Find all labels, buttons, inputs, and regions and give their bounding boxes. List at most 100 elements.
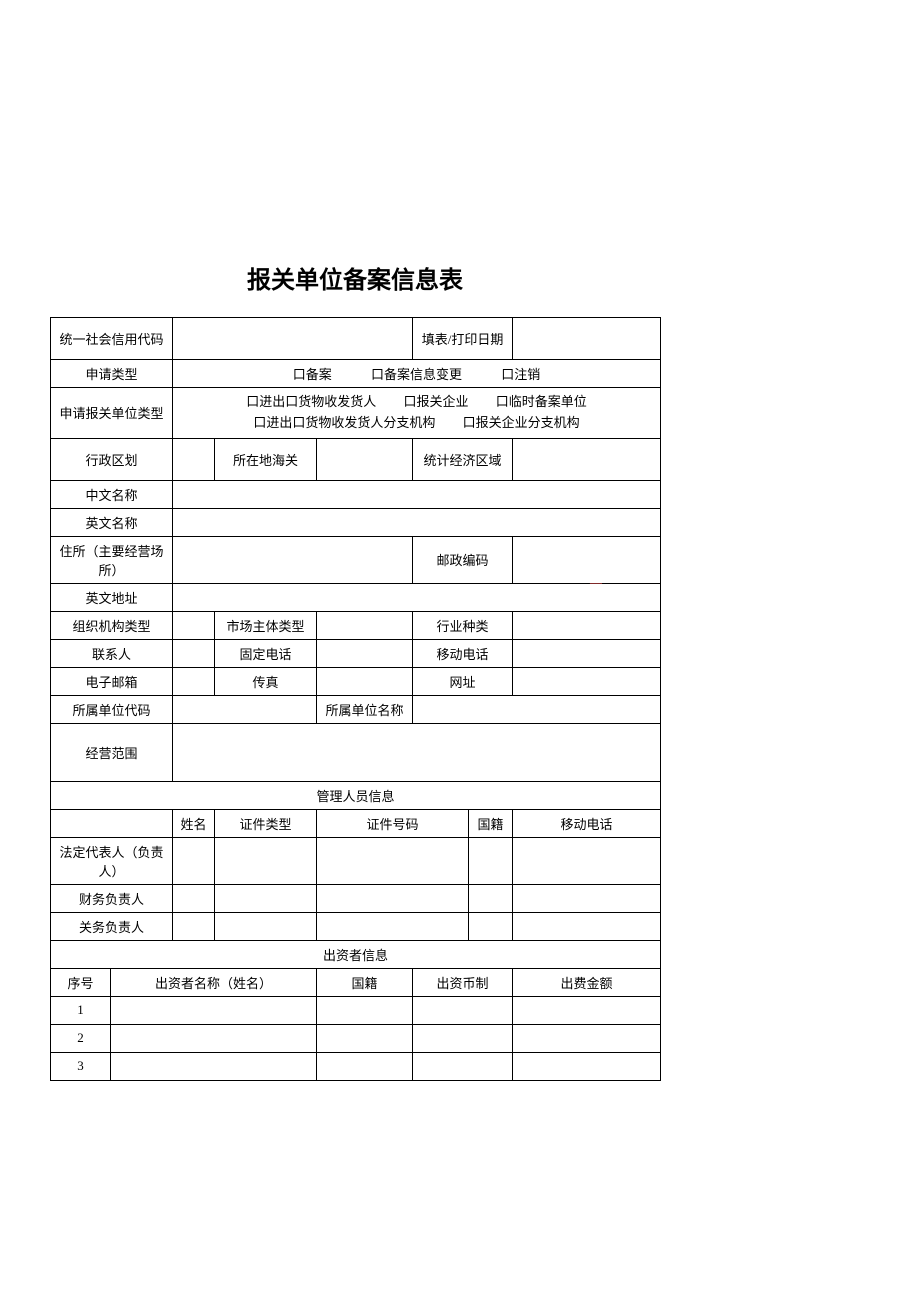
field-customs-name[interactable]: [173, 912, 215, 940]
field-website[interactable]: [513, 667, 661, 695]
field-legal-mobile[interactable]: [513, 837, 661, 884]
inv-col-name: 出资者名称（姓名）: [111, 968, 317, 996]
label-address: 住所（主要经营场所）: [51, 536, 173, 583]
inv-col-amount: 出费金额: [513, 968, 661, 996]
field-customs-nation[interactable]: [469, 912, 513, 940]
checkbox-opt-cancel[interactable]: 口注销: [501, 364, 540, 383]
field-landline[interactable]: [317, 639, 413, 667]
field-address[interactable]: [173, 536, 413, 583]
mgmt-col-mobile: 移动电话: [513, 809, 661, 837]
inv-row1-currency[interactable]: [413, 996, 513, 1024]
inv-row2-name[interactable]: [111, 1024, 317, 1052]
checkbox-opt-record[interactable]: 口备案: [293, 364, 332, 383]
field-admin-region[interactable]: [173, 438, 215, 480]
label-en-name: 英文名称: [51, 508, 173, 536]
inv-col-currency: 出资币制: [413, 968, 513, 996]
field-email[interactable]: [173, 667, 215, 695]
inv-row3-nation[interactable]: [317, 1052, 413, 1080]
field-scope[interactable]: [173, 723, 661, 781]
field-postcode[interactable]: [513, 536, 661, 583]
label-email: 电子邮箱: [51, 667, 173, 695]
inv-col-nation: 国籍: [317, 968, 413, 996]
mgmt-col-name: 姓名: [173, 809, 215, 837]
label-scope: 经营范围: [51, 723, 173, 781]
label-legal-rep: 法定代表人（负责人）: [51, 837, 173, 884]
field-legal-docno[interactable]: [317, 837, 469, 884]
field-legal-name[interactable]: [173, 837, 215, 884]
inv-row2-nation[interactable]: [317, 1024, 413, 1052]
label-belong-code: 所属单位代码: [51, 695, 173, 723]
red-mark: —: [590, 575, 602, 590]
field-contact[interactable]: [173, 639, 215, 667]
label-industry: 行业种类: [413, 611, 513, 639]
label-econ-zone: 统计经济区域: [413, 438, 513, 480]
inv-row2-amount[interactable]: [513, 1024, 661, 1052]
field-legal-nation[interactable]: [469, 837, 513, 884]
inv-row3-amount[interactable]: [513, 1052, 661, 1080]
label-belong-name: 所属单位名称: [317, 695, 413, 723]
label-customs-head: 关务负责人: [51, 912, 173, 940]
inv-row1-nation[interactable]: [317, 996, 413, 1024]
inv-row3-currency[interactable]: [413, 1052, 513, 1080]
checkbox-opt-agent[interactable]: 口报关企业: [404, 392, 469, 413]
label-fill-date: 填表/打印日期: [413, 318, 513, 360]
inv-row2-currency[interactable]: [413, 1024, 513, 1052]
label-cn-name: 中文名称: [51, 480, 173, 508]
field-customs[interactable]: [317, 438, 413, 480]
field-finance-mobile[interactable]: [513, 884, 661, 912]
field-unit-type[interactable]: 口进出口货物收发货人 口报关企业 口临时备案单位 口进出口货物收发货人分支机构 …: [173, 388, 661, 439]
label-org-type: 组织机构类型: [51, 611, 173, 639]
inv-row2-seq: 2: [51, 1024, 111, 1052]
field-credit-code[interactable]: [173, 318, 413, 360]
label-website: 网址: [413, 667, 513, 695]
field-mobile[interactable]: [513, 639, 661, 667]
field-customs-mobile[interactable]: [513, 912, 661, 940]
label-admin-region: 行政区划: [51, 438, 173, 480]
inv-row3-seq: 3: [51, 1052, 111, 1080]
checkbox-opt-temp[interactable]: 口临时备案单位: [496, 392, 587, 413]
field-belong-code[interactable]: [173, 695, 317, 723]
field-market-type[interactable]: [317, 611, 413, 639]
field-customs-doctype[interactable]: [215, 912, 317, 940]
inv-row1-amount[interactable]: [513, 996, 661, 1024]
label-customs: 所在地海关: [215, 438, 317, 480]
field-fill-date[interactable]: [513, 318, 661, 360]
field-en-name[interactable]: [173, 508, 661, 536]
field-customs-docno[interactable]: [317, 912, 469, 940]
checkbox-opt-change[interactable]: 口备案信息变更: [371, 364, 462, 383]
field-apply-type[interactable]: 口备案 口备案信息变更 口注销: [173, 360, 661, 388]
field-fax[interactable]: [317, 667, 413, 695]
field-finance-nation[interactable]: [469, 884, 513, 912]
section-mgmt-header: 管理人员信息: [51, 781, 661, 809]
label-landline: 固定电话: [215, 639, 317, 667]
checkbox-opt-consignor[interactable]: 口进出口货物收发货人: [246, 392, 376, 413]
mgmt-col-doc-type: 证件类型: [215, 809, 317, 837]
label-mobile: 移动电话: [413, 639, 513, 667]
field-industry[interactable]: [513, 611, 661, 639]
field-belong-name[interactable]: [413, 695, 661, 723]
label-postcode: 邮政编码: [413, 536, 513, 583]
main-table: 统一社会信用代码 填表/打印日期 申请类型 口备案 口备案信息变更 口注销 申请…: [50, 317, 661, 1081]
label-en-address: 英文地址: [51, 583, 173, 611]
inv-row1-name[interactable]: [111, 996, 317, 1024]
field-org-type[interactable]: [173, 611, 215, 639]
field-en-address[interactable]: [173, 583, 661, 611]
label-credit-code: 统一社会信用代码: [51, 318, 173, 360]
field-econ-zone[interactable]: [513, 438, 661, 480]
label-fax: 传真: [215, 667, 317, 695]
field-cn-name[interactable]: [173, 480, 661, 508]
mgmt-col-role: [51, 809, 173, 837]
field-finance-name[interactable]: [173, 884, 215, 912]
field-legal-doctype[interactable]: [215, 837, 317, 884]
field-finance-docno[interactable]: [317, 884, 469, 912]
checkbox-opt-agent-branch[interactable]: 口报关企业分支机构: [463, 413, 580, 434]
label-apply-type: 申请类型: [51, 360, 173, 388]
mgmt-col-nation: 国籍: [469, 809, 513, 837]
inv-row3-name[interactable]: [111, 1052, 317, 1080]
inv-row1-seq: 1: [51, 996, 111, 1024]
section-investor-header: 出资者信息: [51, 940, 661, 968]
checkbox-opt-consignor-branch[interactable]: 口进出口货物收发货人分支机构: [253, 413, 435, 434]
label-unit-type: 申请报关单位类型: [51, 388, 173, 439]
label-market-type: 市场主体类型: [215, 611, 317, 639]
field-finance-doctype[interactable]: [215, 884, 317, 912]
